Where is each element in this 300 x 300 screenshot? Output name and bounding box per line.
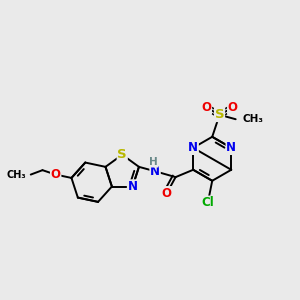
- Text: N: N: [128, 180, 138, 193]
- Text: O: O: [228, 101, 238, 114]
- Text: S: S: [215, 108, 224, 121]
- Text: O: O: [51, 168, 61, 181]
- Text: O: O: [162, 187, 172, 200]
- Text: N: N: [188, 141, 198, 154]
- Text: S: S: [117, 148, 127, 161]
- Text: CH₃: CH₃: [243, 114, 264, 124]
- Text: N: N: [150, 165, 160, 178]
- Text: CH₃: CH₃: [7, 169, 26, 180]
- Text: O: O: [201, 101, 212, 114]
- Text: N: N: [226, 141, 236, 154]
- Text: Cl: Cl: [201, 196, 214, 209]
- Text: H: H: [149, 157, 158, 167]
